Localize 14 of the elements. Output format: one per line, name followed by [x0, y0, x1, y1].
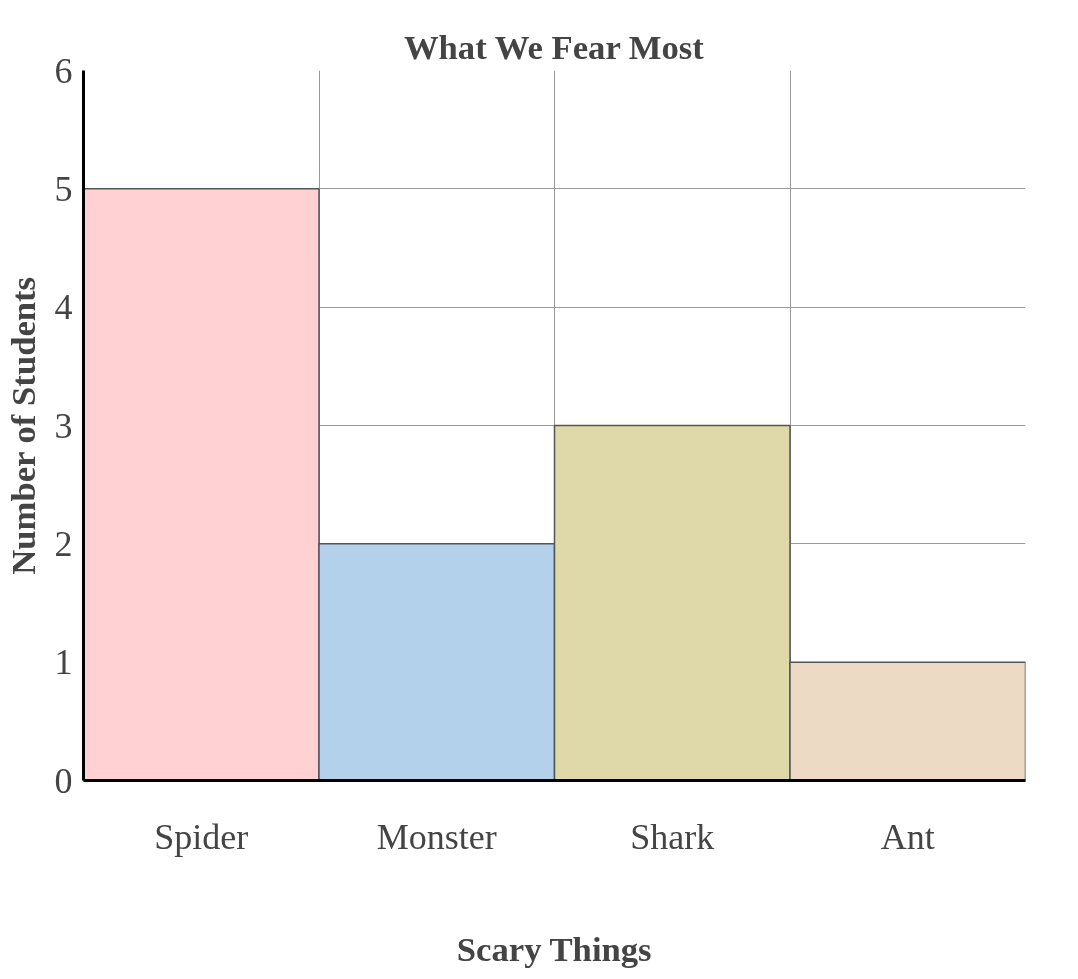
x-tick-label: Ant — [880, 816, 935, 857]
x-tick-label: Shark — [630, 816, 715, 857]
y-axis-title: Number of Students — [3, 276, 42, 575]
x-axis-title: Scary Things — [456, 929, 652, 968]
y-tick-label: 5 — [54, 168, 73, 209]
x-tick-label: Spider — [154, 816, 249, 857]
y-tick-label: 3 — [54, 405, 73, 446]
y-tick-label: 1 — [54, 642, 73, 683]
y-tick-label: 6 — [54, 50, 73, 91]
y-tick-label: 0 — [54, 760, 73, 801]
y-tick-label: 2 — [54, 523, 73, 564]
chart-title: What We Fear Most — [403, 27, 705, 66]
y-tick-label: 4 — [54, 287, 73, 328]
x-tick-label: Monster — [376, 816, 497, 857]
